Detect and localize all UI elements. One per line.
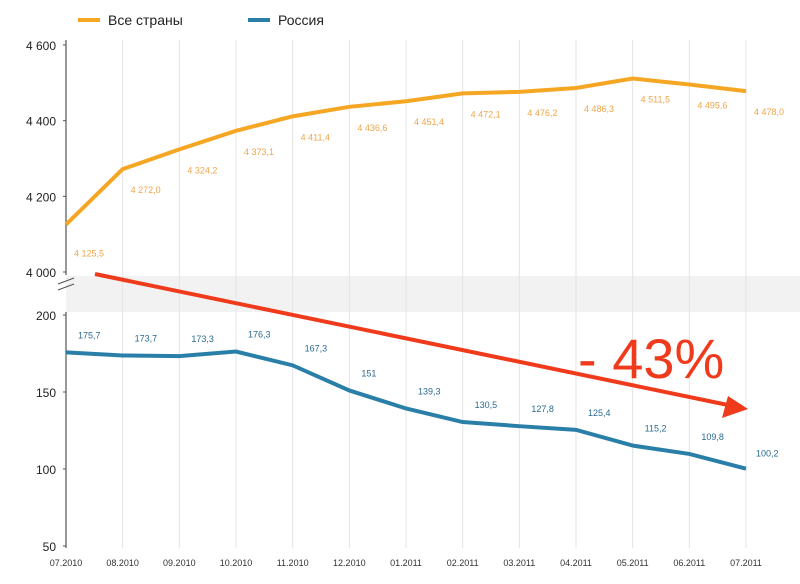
x-tick-label: 11.2010 — [277, 558, 309, 568]
y-tick-label: 4 000 — [26, 266, 56, 280]
x-tick-label: 06.2011 — [673, 558, 705, 568]
data-label: 4 411,4 — [301, 132, 330, 142]
axis-break-band — [66, 276, 800, 312]
legend-label-russia: Россия — [278, 12, 324, 28]
y-tick-label: 50 — [43, 540, 57, 554]
data-label: 100,2 — [756, 449, 779, 459]
data-label: 127,8 — [531, 404, 554, 414]
annotation-percent: - 43% — [578, 327, 724, 390]
data-label: 173,3 — [191, 334, 214, 344]
data-label: 176,3 — [248, 329, 271, 339]
data-label: 4 478,0 — [754, 107, 784, 117]
data-label: 4 511,5 — [641, 94, 670, 104]
x-tick-label: 01.2011 — [390, 558, 422, 568]
y-tick-label: 4 400 — [26, 115, 56, 129]
legend-label-all-countries: Все страны — [108, 12, 183, 28]
data-label: 115,2 — [645, 424, 667, 434]
axis-break-mark — [57, 277, 75, 285]
x-tick-label: 03.2011 — [503, 558, 535, 568]
axis-break-mark — [57, 283, 75, 291]
data-label: 4 125,5 — [74, 249, 104, 259]
data-label: 130,5 — [475, 400, 498, 410]
data-label: 4 486,3 — [584, 104, 614, 114]
x-tick-label: 10.2010 — [220, 558, 253, 568]
data-label: 151 — [361, 368, 376, 378]
y-tick-label: 4 200 — [26, 190, 56, 204]
data-label: 4 373,1 — [244, 147, 274, 157]
data-label: 167,3 — [305, 343, 328, 353]
data-label: 4 272,0 — [131, 185, 161, 195]
x-tick-label: 07.2011 — [730, 558, 762, 568]
x-tick-label: 07.2010 — [50, 558, 83, 568]
x-tick-label: 05.2011 — [617, 558, 649, 568]
x-tick-label: 09.2010 — [163, 558, 196, 568]
data-label: 175,7 — [78, 330, 101, 340]
x-tick-label: 04.2011 — [560, 558, 592, 568]
data-label: 4 436,6 — [357, 123, 387, 133]
data-label: 139,3 — [418, 386, 441, 396]
data-label: 173,7 — [135, 334, 158, 344]
y-tick-label: 200 — [36, 309, 56, 323]
x-tick-label: 02.2011 — [447, 558, 479, 568]
data-label: 125,4 — [588, 408, 611, 418]
data-label: 4 451,4 — [414, 117, 444, 127]
y-tick-label: 150 — [36, 386, 56, 400]
x-tick-label: 08.2010 — [106, 558, 139, 568]
y-tick-label: 100 — [36, 463, 56, 477]
y-tick-label: 4 600 — [26, 39, 56, 53]
data-label: 4 324,2 — [187, 165, 217, 175]
data-label: 109,8 — [701, 432, 724, 442]
data-label: 4 472,1 — [471, 109, 501, 119]
trend-arrow — [94, 272, 729, 407]
data-label: 4 476,2 — [527, 108, 557, 118]
trend-arrowhead — [722, 396, 748, 418]
data-label: 4 495,6 — [697, 100, 727, 110]
x-tick-label: 12.2010 — [333, 558, 366, 568]
